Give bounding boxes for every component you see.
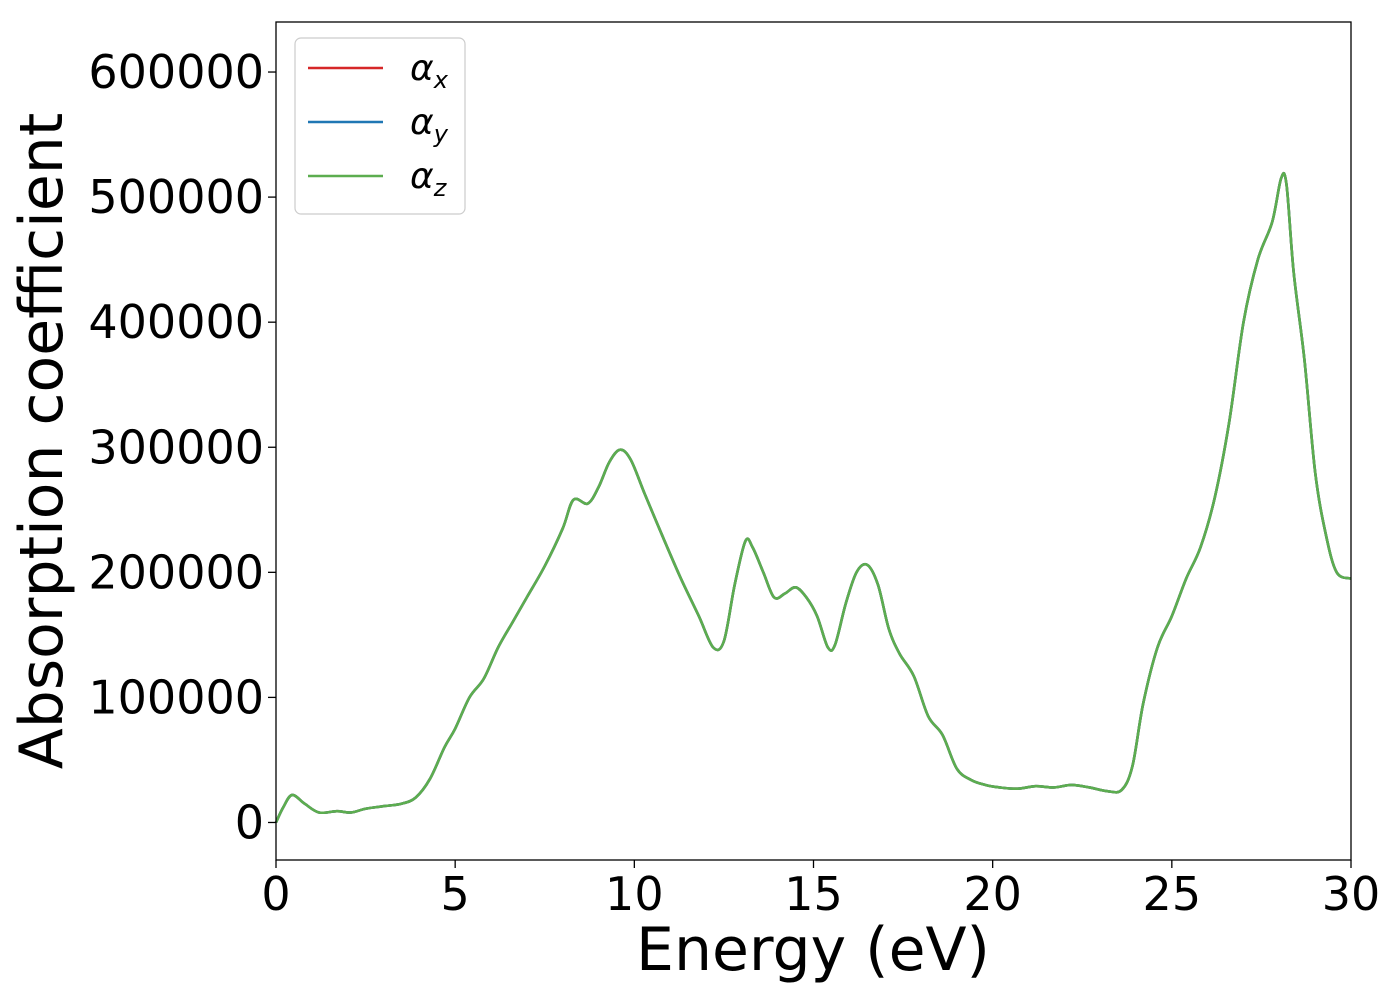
y-tick-label: 0: [235, 795, 264, 849]
legend: αx αy αz: [294, 37, 466, 215]
x-tick-label: 15: [784, 867, 843, 921]
legend-label-x: αx: [410, 48, 449, 94]
series-layer: [274, 171, 1352, 824]
y-tick-label: 200000: [88, 545, 264, 599]
y-tick-label: 300000: [88, 420, 264, 474]
y-tick-label: 100000: [88, 670, 264, 724]
x-tick-label: 5: [441, 867, 470, 921]
y-tick-label: 500000: [88, 170, 264, 224]
y-tick-label: 600000: [88, 45, 264, 99]
y-axis-label: Absorption coefficient: [7, 113, 77, 770]
x-tick-label: 30: [1322, 867, 1381, 921]
x-tick-label: 0: [261, 867, 290, 921]
legend-label-z: αz: [410, 156, 448, 202]
legend-box: [294, 37, 466, 215]
y-tick-label: 400000: [88, 295, 264, 349]
x-axis-label: Energy (eV): [636, 915, 990, 985]
legend-label-y: αy: [410, 102, 449, 148]
y-axis: 0 100000 200000 300000 400000 500000 600000: [88, 45, 276, 849]
series-line-z: [274, 171, 1352, 824]
x-tick-label: 25: [1143, 867, 1202, 921]
x-tick-label: 20: [963, 867, 1022, 921]
x-axis: 0 5 10 15 20 25 30: [261, 860, 1380, 921]
x-tick-label: 10: [605, 867, 664, 921]
